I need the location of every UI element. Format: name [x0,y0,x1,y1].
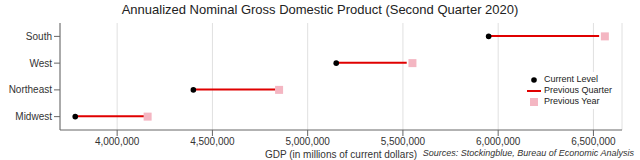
svg-text:Northeast: Northeast [9,84,53,95]
html-text:Annualized Nominal Gross Domes: Annualized Nominal Gross Domestic Produc… [121,2,519,17]
svg-text:GDP (in millions of current do: GDP (in millions of current dollars) [265,149,417,160]
svg-text:6,000,000: 6,000,000 [476,136,521,147]
svg-text:5,500,000: 5,500,000 [381,136,426,147]
svg-text:West: West [29,58,52,69]
svg-text:6,500,000: 6,500,000 [571,136,616,147]
html-text:Previous Year: Previous Year [544,96,600,106]
html-text:Previous Quarter: Previous Quarter [544,85,612,95]
svg-text:4,500,000: 4,500,000 [190,136,235,147]
html-text:Sources: Stockingblue, Bureau: Sources: Stockingblue, Bureau of Economi… [422,148,634,158]
svg-text:Midwest: Midwest [15,111,52,122]
svg-text:5,000,000: 5,000,000 [285,136,330,147]
svg-text:4,000,000: 4,000,000 [95,136,140,147]
html-text:Current Level: Current Level [544,74,598,84]
svg-text:South: South [26,31,52,42]
